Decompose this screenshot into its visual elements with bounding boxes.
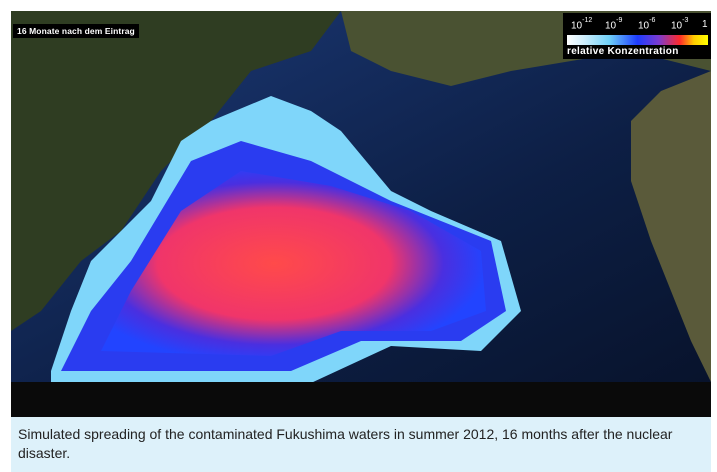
legend-tick: 10-9	[605, 17, 623, 32]
time-label: 16 Monate nach dem Eintrag	[13, 24, 139, 38]
pacific-contamination-map	[11, 11, 711, 382]
legend-tick: 1	[702, 19, 708, 30]
land-asia	[11, 11, 341, 331]
legend-color-bar	[567, 35, 708, 45]
legend-title: relative Konzentration	[567, 46, 679, 57]
legend-tick: 10-12	[571, 17, 593, 32]
plume-core	[101, 171, 486, 356]
concentration-legend: 10-12 10-9 10-6 10-3 1 relative Konzentr…	[563, 13, 711, 59]
legend-tick: 10-3	[671, 17, 689, 32]
legend-tick: 10-6	[638, 17, 656, 32]
land-north-america	[631, 71, 711, 382]
simulation-image: 16 Monate nach dem Eintrag 10-12 10-9 10…	[11, 11, 711, 417]
image-caption: Simulated spreading of the contaminated …	[11, 417, 711, 472]
